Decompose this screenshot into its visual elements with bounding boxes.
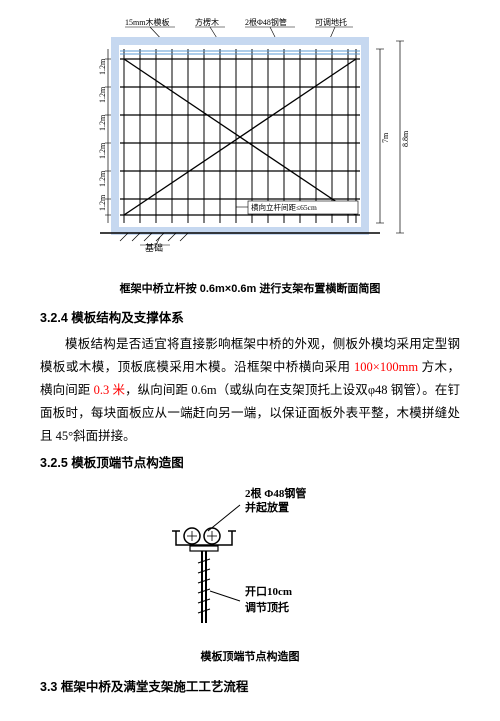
svg-text:1.2m: 1.2m — [98, 114, 107, 131]
vertical-grid — [124, 49, 356, 223]
section-3-3-head: 3.3 框架中桥及满堂支架施工工艺流程 — [40, 676, 460, 699]
svg-text:1.2m: 1.2m — [98, 142, 107, 159]
svg-text:1.2m: 1.2m — [98, 170, 107, 187]
left-dims: 1.2m 1.2m 1.2m 1.2m 1.2m 1.2m — [98, 49, 111, 223]
d2-l3: 开口10cm — [245, 585, 292, 598]
top-node-detail-diagram: 2根 Φ48钢管 并起放置 — [150, 483, 350, 641]
label-2gen: 2根Φ48钢管 — [245, 17, 287, 27]
p1d: 0.3 米 — [94, 383, 125, 397]
d2-l2: 并起放置 — [245, 500, 289, 514]
scaffold-cross-section-diagram: 15mm木模板 方楞木 2根Φ48钢管 可调地托 — [70, 15, 430, 273]
svg-text:7m: 7m — [381, 132, 390, 143]
svg-text:1.2m: 1.2m — [98, 86, 107, 103]
right-dims: 7m 8.8m — [376, 41, 410, 233]
para-formwork: 模板结构是否适宜将直接影响框架中桥的外观，侧板外模均采用定型钢模板或木模，顶板底… — [40, 333, 460, 449]
diagram1-caption: 框架中桥立杆按 0.6m×0.6m 进行支架布置横断面简图 — [40, 279, 460, 299]
diagram2-caption: 模板顶端节点构造图 — [40, 647, 460, 667]
label-fang: 方楞木 — [195, 17, 219, 27]
base-plate — [190, 546, 218, 551]
svg-text:1.2m: 1.2m — [98, 194, 107, 211]
diagonal-braces — [124, 59, 356, 215]
top-node-svg: 2根 Φ48钢管 并起放置 — [150, 483, 350, 633]
p1b: 100×100mm — [354, 360, 422, 374]
scaffold-svg: 15mm木模板 方楞木 2根Φ48钢管 可调地托 — [70, 15, 430, 265]
d2-l1: 2根 Φ48钢管 — [245, 486, 306, 500]
base-label: 基础 — [145, 242, 163, 253]
label-15mm: 15mm木模板 — [125, 17, 169, 27]
note-text: 横向立杆间距≤65cm — [251, 202, 317, 212]
section-3-2-4-head: 3.2.4 模板结构及支撑体系 — [40, 307, 460, 330]
svg-text:8.8m: 8.8m — [401, 130, 410, 147]
label-ketiao: 可调地托 — [315, 17, 347, 27]
thread — [198, 559, 210, 613]
section-3-2-5-head: 3.2.5 模板顶端节点构造图 — [40, 452, 460, 475]
d2-l4: 调节顶托 — [245, 600, 289, 614]
svg-text:1.2m: 1.2m — [98, 58, 107, 75]
